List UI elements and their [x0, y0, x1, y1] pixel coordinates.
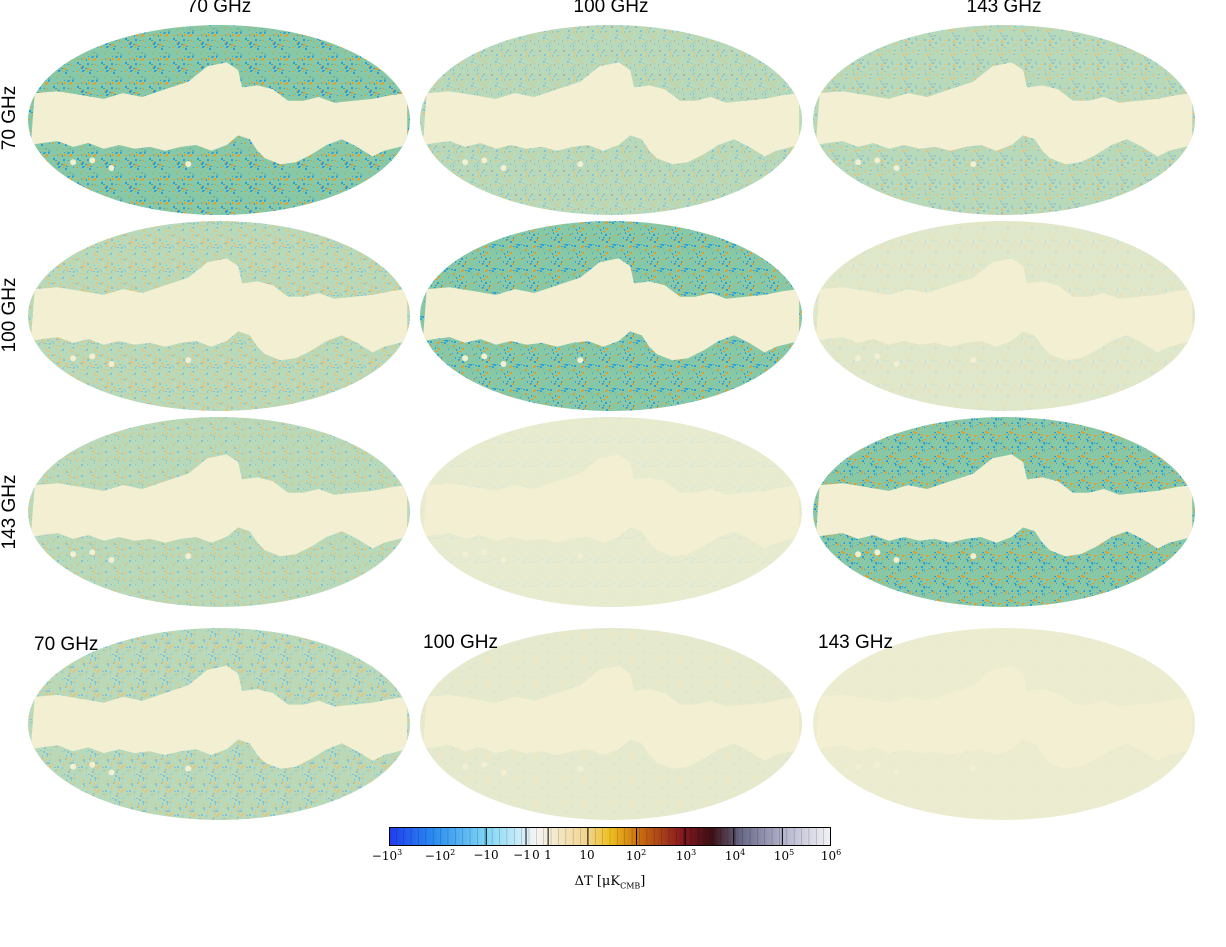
mollweide-map-r1c3 — [813, 25, 1195, 215]
mollweide-map-r4c1 — [28, 628, 410, 820]
column-title-100ghz: 100 GHz — [573, 0, 649, 17]
colorbar-tick-100: 102 — [625, 848, 647, 863]
galactic-mask — [422, 665, 800, 769]
colorbar-tick-0: 0 — [532, 848, 540, 862]
colorbar-tick-neg1000: −103 — [371, 848, 403, 863]
column-title-143ghz: 143 GHz — [966, 0, 1042, 17]
column-title-70ghz: 70 GHz — [186, 0, 252, 17]
colorbar-tick-1: 1 — [544, 848, 552, 862]
colorbar-tick-1000000: 106 — [820, 848, 842, 863]
galactic-mask — [422, 454, 800, 557]
mollweide-map-r3c3 — [813, 417, 1195, 607]
row-label-143ghz: 143 GHz — [0, 474, 20, 550]
galactic-mask — [422, 258, 800, 361]
colorbar-tick-neg1: −1 — [513, 848, 531, 862]
mollweide-map-r1c2 — [420, 25, 802, 215]
map-label-100ghz: 100 GHz — [423, 632, 498, 653]
colorbar-tick-neg10: −10 — [473, 848, 499, 862]
colorbar — [389, 827, 831, 846]
colorbar-tick-10: 10 — [579, 848, 595, 862]
colorbar-tick-100000: 105 — [773, 848, 795, 863]
mollweide-map-r2c1 — [28, 221, 410, 411]
map-label-70ghz: 70 GHz — [34, 634, 99, 655]
colorbar-tick-10000: 104 — [724, 848, 746, 863]
mollweide-map-r4c2 — [420, 628, 802, 820]
mollweide-map-r2c2 — [420, 221, 802, 411]
galactic-mask — [30, 62, 408, 165]
row-label-100ghz: 100 GHz — [0, 277, 20, 353]
colorbar-tick-1000: 103 — [675, 848, 697, 863]
galactic-mask — [815, 454, 1193, 557]
mollweide-map-r2c3 — [813, 221, 1195, 411]
galactic-mask — [30, 665, 408, 769]
galactic-mask — [815, 62, 1193, 165]
galactic-mask — [815, 258, 1193, 361]
map-label-143ghz: 143 GHz — [818, 632, 893, 653]
colorbar-tick-neg100: −102 — [424, 848, 456, 863]
colorbar-gradient — [389, 827, 831, 846]
mollweide-map-r4c3 — [813, 628, 1195, 820]
galactic-mask — [815, 665, 1193, 769]
galactic-mask — [422, 62, 800, 165]
mollweide-map-r3c1 — [28, 417, 410, 607]
mollweide-map-r3c2 — [420, 417, 802, 607]
galactic-mask — [30, 454, 408, 557]
galactic-mask — [30, 258, 408, 361]
row-label-70ghz: 70 GHz — [0, 85, 20, 151]
mollweide-map-r1c1 — [28, 25, 410, 215]
colorbar-axis-label: ΔT [μKCMB] — [574, 874, 646, 891]
